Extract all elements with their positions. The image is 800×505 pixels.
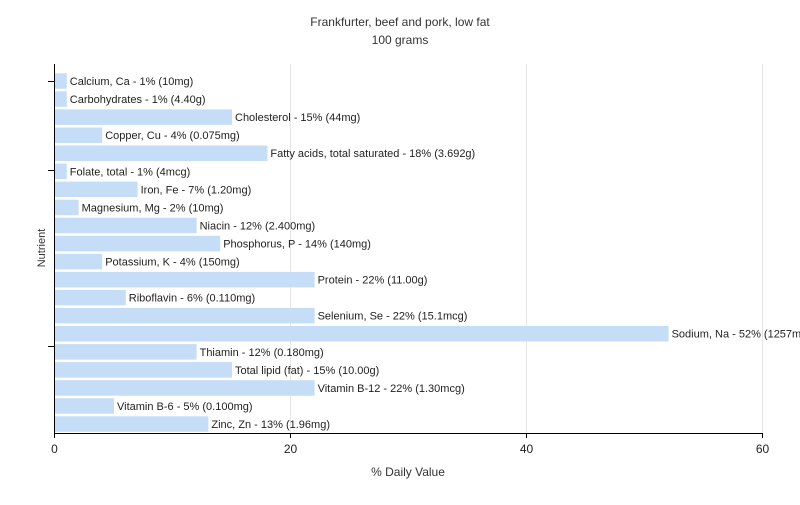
bar-label-3: Cholesterol - 15% (44mg) [235, 112, 360, 124]
bar-label-17: Total lipid (fat) - 15% (10.00g) [235, 365, 379, 377]
bar-label-5: Fatty acids, total saturated - 18% (3.69… [270, 148, 475, 160]
bar-label-20: Zinc, Zn - 13% (1.96mg) [211, 419, 330, 431]
bar-label-9: Niacin - 12% (2.400mg) [200, 220, 316, 232]
bar-7 [55, 181, 138, 198]
bar-13 [55, 289, 126, 306]
bar-label-8: Magnesium, Mg - 2% (10mg) [82, 202, 224, 214]
bar-16 [55, 344, 197, 360]
bar-label-14: Selenium, Se - 22% (15.1mcg) [318, 311, 468, 323]
bar-4 [55, 127, 103, 143]
bar-20 [55, 416, 209, 432]
bar-labels-group: Calcium, Ca - 1% (10mg) Carbohydrates - 1… [70, 76, 800, 431]
bar-label-18: Vitamin B-12 - 22% (1.30mcg) [318, 383, 465, 395]
bar-17 [55, 362, 232, 378]
bar-label-4: Copper, Cu - 4% (0.075mg) [105, 130, 240, 142]
x-axis-label: % Daily Value [371, 465, 445, 479]
x-axis-ticks: 0 20 40 60 [51, 433, 769, 456]
bar-18 [55, 380, 315, 396]
bar-10 [55, 235, 221, 252]
bar-label-1: Calcium, Ca - 1% (10mg) [70, 76, 193, 88]
bar-label-19: Vitamin B-6 - 5% (0.100mg) [117, 401, 253, 413]
bar-9 [55, 217, 197, 234]
x-tick-label-20: 20 [284, 442, 298, 456]
bar-12 [55, 271, 315, 288]
bar-label-12: Protein - 22% (11.00g) [318, 275, 428, 287]
axes [48, 64, 762, 434]
bar-label-6: Folate, total - 1% (4mcg) [70, 166, 190, 178]
gridlines [290, 64, 763, 433]
bar-15 [55, 326, 669, 342]
bar-label-11: Potassium, K - 4% (150mg) [105, 257, 240, 269]
bar-label-2: Carbohydrates - 1% (4.40g) [70, 94, 206, 106]
bar-14 [55, 307, 315, 324]
bar-2 [55, 91, 67, 107]
bar-label-15: Sodium, Na - 52% (1257mg) [672, 329, 800, 341]
bar-label-7: Iron, Fe - 7% (1.20mg) [141, 184, 252, 196]
bar-1 [55, 73, 67, 89]
bar-6 [55, 163, 67, 180]
bar-label-13: Riboflavin - 6% (0.110mg) [129, 293, 255, 305]
y-axis-label: Nutrient [36, 229, 48, 268]
x-tick-label-0: 0 [51, 442, 58, 456]
x-tick-label-40: 40 [520, 442, 534, 456]
bar-11 [55, 253, 103, 270]
bar-8 [55, 199, 79, 216]
chart-title: Frankfurter, beef and pork, low fat [310, 15, 490, 29]
bars-group [55, 73, 669, 432]
bar-label-10: Phosphorus, P - 14% (140mg) [223, 239, 371, 251]
bar-label-16: Thiamin - 12% (0.180mg) [200, 347, 324, 359]
bar-5 [55, 145, 268, 161]
x-tick-label-60: 60 [756, 442, 770, 456]
bar-19 [55, 398, 114, 414]
bar-3 [55, 109, 232, 125]
chart-subtitle: 100 grams [372, 33, 429, 47]
